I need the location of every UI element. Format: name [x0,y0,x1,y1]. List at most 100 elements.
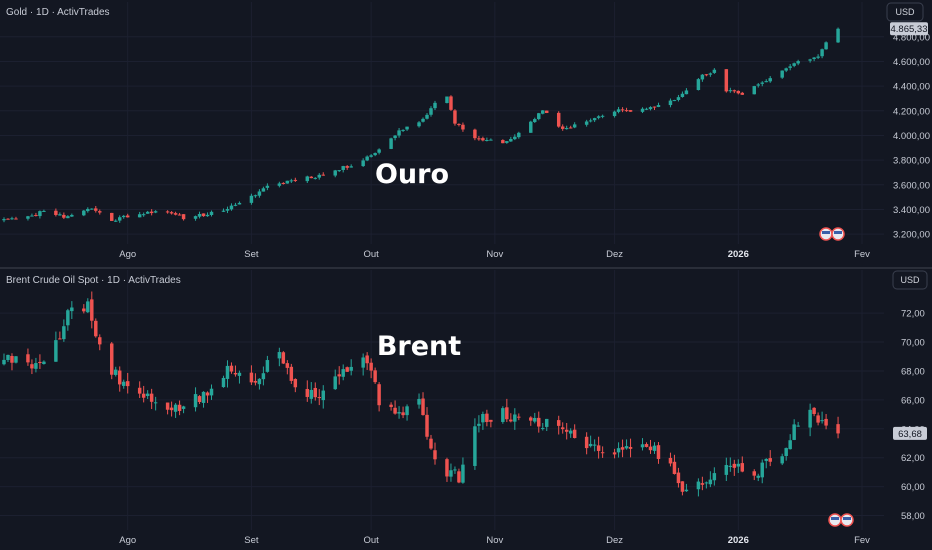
candle-up [253,194,258,198]
x-tick-label: Out [363,249,379,260]
candle-up [820,48,824,59]
candle-body [165,402,170,410]
candle-body [564,429,569,432]
candle-body [121,215,126,218]
candle-up [361,353,365,376]
candle-down [529,416,533,426]
candle-body [768,78,772,82]
y-tick-label: 70,00 [901,338,925,349]
candle-down [457,123,461,127]
candle-down [556,415,561,435]
candle-body [173,404,178,412]
y-tick-label: 60,00 [901,482,925,493]
candle-down [572,424,577,439]
candle-body [596,445,601,451]
candle-body [529,121,533,133]
candle-down [457,468,461,484]
y-tick-label: 4.000,00 [893,131,930,142]
candle-up [317,173,321,180]
candle-down [98,209,102,215]
candle-body [90,208,94,210]
candle-body [257,378,262,385]
candle-up [648,106,653,111]
candle-up [341,364,345,381]
candle-up [181,405,186,414]
candle-up [652,442,657,454]
candle-body [349,166,353,168]
y-tick-label: 3.800,00 [893,156,930,167]
candle-body [193,394,198,408]
candle-body [541,428,545,430]
candle-body [6,354,10,361]
candle-up [537,112,541,121]
x-tick-label: Nov [486,249,503,260]
candle-body [816,56,820,58]
candle-up [341,165,345,173]
candle-up [62,319,66,342]
candle-body [764,458,768,461]
candle-down [545,110,549,114]
candle-up [728,87,733,93]
candle-body [732,463,737,468]
candle-up [796,421,800,427]
candle-body [473,426,477,466]
candle-up [445,96,449,104]
candle-down [181,214,186,221]
candle-up [684,88,689,95]
gold-candles [2,27,840,223]
candle-body [780,70,784,78]
candle-up [42,360,46,365]
gold-event-flags-icon[interactable] [819,227,845,241]
candle-body [560,126,565,129]
candle-body [740,92,745,95]
candle-body [141,393,146,398]
candle-down [425,407,429,440]
candle-up [624,439,629,450]
brent-event-flags-icon[interactable] [828,513,854,527]
candle-body [125,381,130,387]
candle-body [592,118,597,121]
candle-body [708,479,713,485]
candle-body [796,61,800,64]
candle-up [724,457,729,481]
candle-down [584,432,589,455]
candle-body [181,406,186,409]
candle-body [445,96,449,103]
candle-down [656,442,661,464]
candle-up [616,442,621,458]
candle-body [145,393,150,396]
candle-body [389,138,393,149]
candle-body [82,210,86,216]
candle-up [209,384,214,400]
candle-body [289,366,294,381]
candle-up [513,134,517,141]
candle-down [812,407,816,417]
candle-down [321,172,325,176]
candle-body [333,170,337,176]
candle-up [453,466,457,474]
candle-down [317,389,321,406]
candle-body [672,100,677,102]
y-tick-label: 4.800,00 [893,32,930,43]
candle-body [253,381,258,383]
candle-down [229,362,234,374]
candle-body [365,156,369,161]
candle-body [285,180,290,184]
candle-body [10,218,14,220]
candle-down [149,209,154,216]
candle-up [708,72,713,77]
candle-body [305,176,310,182]
candle-up [668,98,673,108]
y-tick-label: 58,00 [901,511,925,522]
candle-body [309,176,314,179]
candle-body [572,429,577,439]
candle-body [34,214,38,216]
candle-body [149,211,154,214]
candle-up [517,131,521,139]
candle-body [309,389,314,399]
candle-body [94,208,98,211]
brent-currency-button[interactable]: USD [892,270,928,290]
gold-currency-button[interactable]: USD [886,2,924,22]
candle-body [648,107,653,110]
candle-body [405,126,409,130]
